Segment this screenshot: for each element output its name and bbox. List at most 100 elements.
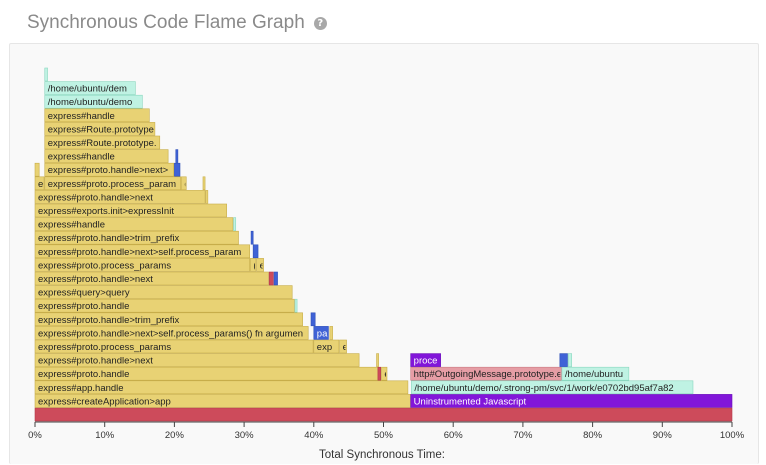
flame-frame[interactable]: express#proto.process_params [34, 339, 314, 354]
flame-frame-bar[interactable] [34, 162, 40, 177]
flame-frame[interactable] [175, 149, 179, 163]
flame-frame[interactable]: pa [313, 326, 329, 340]
flame-frame-bar[interactable] [34, 271, 269, 286]
flame-frame[interactable]: e [256, 258, 265, 272]
flame-frame-bar[interactable] [44, 135, 161, 150]
flame-frame-bar[interactable] [44, 122, 156, 136]
flame-frame-bar[interactable] [34, 217, 234, 231]
question-circle-icon[interactable]: ? [313, 16, 327, 30]
flame-frame-bar[interactable] [376, 353, 379, 367]
flame-frame-bar[interactable] [34, 190, 206, 204]
flame-frame[interactable] [294, 298, 298, 313]
flame-frame-bar[interactable] [381, 366, 388, 381]
flame-frame-bar[interactable] [310, 312, 316, 327]
flame-frame[interactable]: exp [313, 339, 340, 354]
flame-frame[interactable] [233, 217, 237, 231]
flame-frame[interactable] [567, 353, 573, 367]
flame-frame-bar[interactable] [34, 285, 293, 299]
flame-frame-bar[interactable] [377, 366, 382, 381]
flame-frame[interactable]: e [34, 176, 45, 191]
flame-frame[interactable] [377, 366, 382, 381]
flame-frame-bar[interactable] [34, 326, 309, 340]
flame-frame-bar[interactable] [313, 339, 340, 354]
flame-frame[interactable]: express#proto.handle [34, 366, 379, 381]
flame-frame[interactable]: express#proto.handle>next [34, 190, 206, 204]
flame-frame[interactable]: express#handle [34, 217, 234, 231]
flame-frame[interactable]: express#proto.process_param [44, 176, 181, 191]
flame-frame[interactable]: express#proto.handle>trim_prefix [34, 312, 303, 327]
flame-frame[interactable]: express#proto.handle>next [34, 353, 360, 367]
flame-frame-bar[interactable] [34, 230, 239, 245]
flame-frame-bar[interactable] [256, 258, 264, 272]
flame-frame-bar[interactable] [44, 67, 48, 82]
flame-frame-bar[interactable] [175, 149, 179, 163]
flame-frame[interactable]: ( [250, 258, 257, 272]
flame-frame[interactable]: express#handle [44, 108, 150, 123]
flame-frame[interactable] [268, 271, 274, 286]
flame-frame-bar[interactable] [410, 366, 562, 381]
flame-frame-bar[interactable] [34, 258, 250, 272]
flame-frame-bar[interactable] [205, 190, 209, 204]
flame-frame-bar[interactable] [273, 271, 278, 286]
flame-frame-bar[interactable] [44, 108, 150, 123]
flame-frame-bar[interactable] [410, 353, 441, 367]
flame-frame-bar[interactable] [561, 366, 630, 381]
flame-frame[interactable] [44, 67, 48, 82]
flame-frame[interactable] [250, 230, 254, 245]
flame-frame[interactable] [376, 353, 379, 367]
flame-frame[interactable]: express#proto.process_params [34, 258, 250, 272]
flame-frame-bar[interactable] [34, 407, 733, 422]
flame-frame-bar[interactable] [34, 353, 360, 367]
flame-frame[interactable]: http#OutgoingMessage.prototype.e [410, 366, 562, 381]
flame-frame[interactable]: express#proto.handle>trim_prefix [34, 230, 239, 245]
flame-frame[interactable]: /home/ubuntu [561, 366, 630, 381]
flame-frame[interactable] [559, 353, 568, 367]
flame-frame-bar[interactable] [329, 326, 333, 340]
flame-frame-bar[interactable] [34, 380, 409, 395]
flame-frame-bar[interactable] [34, 244, 250, 259]
flame-frame-bar[interactable] [181, 176, 187, 191]
flame-frame[interactable]: proce [410, 353, 441, 367]
flame-frame-bar[interactable] [34, 312, 303, 327]
flame-frame[interactable]: express#Route.prototype [44, 122, 156, 136]
flame-frame-bar[interactable] [44, 81, 136, 95]
flame-frame[interactable]: express#app.handle [34, 380, 409, 395]
flame-frame[interactable]: e [381, 366, 389, 381]
flame-frame-bar[interactable] [559, 353, 568, 367]
flame-frame[interactable] [202, 176, 206, 191]
flame-frame[interactable]: e [339, 339, 348, 354]
flame-frame[interactable] [310, 312, 316, 327]
flame-frame[interactable]: express#handle [44, 149, 169, 163]
flame-frame[interactable] [34, 407, 733, 422]
flame-frame[interactable] [329, 326, 333, 340]
flame-frame[interactable]: express#createApplication>app [34, 394, 411, 408]
flame-frame[interactable] [252, 244, 259, 259]
flame-frame-bar[interactable] [174, 162, 181, 177]
flame-frame-bar[interactable] [339, 339, 347, 354]
flame-frame[interactable]: express#Route.prototype. [44, 135, 161, 150]
flame-frame-bar[interactable] [44, 162, 175, 177]
flame-frame-bar[interactable] [313, 326, 329, 340]
flame-frame[interactable]: express#proto.handle>next>self.process_p… [34, 244, 250, 259]
flame-frame-bar[interactable] [34, 339, 314, 354]
flame-frame[interactable]: /home/ubuntu/dem [44, 81, 136, 95]
flame-frame[interactable]: express#proto.handle [34, 298, 295, 313]
flame-frame-bar[interactable] [268, 271, 274, 286]
flame-frame-bar[interactable] [44, 149, 169, 163]
flame-frame-bar[interactable] [202, 176, 206, 191]
flame-frame[interactable]: express#proto.handle>next [34, 271, 269, 286]
flame-frame[interactable]: e [181, 176, 189, 191]
flame-frame-bar[interactable] [34, 203, 227, 218]
flame-frame-bar[interactable] [44, 94, 143, 109]
flame-frame-bar[interactable] [34, 298, 295, 313]
flame-frame[interactable] [34, 162, 40, 177]
flame-frame-bar[interactable] [250, 258, 257, 272]
flame-frame-bar[interactable] [411, 380, 694, 395]
flame-frame[interactable] [174, 162, 181, 177]
flame-frame-bar[interactable] [294, 298, 298, 313]
flame-frame[interactable] [273, 271, 278, 286]
flame-frame-bar[interactable] [410, 394, 733, 408]
flame-frame[interactable]: express#proto.handle>next> [44, 162, 175, 177]
flame-frame-bar[interactable] [44, 176, 181, 191]
flame-frame-bar[interactable] [252, 244, 259, 259]
